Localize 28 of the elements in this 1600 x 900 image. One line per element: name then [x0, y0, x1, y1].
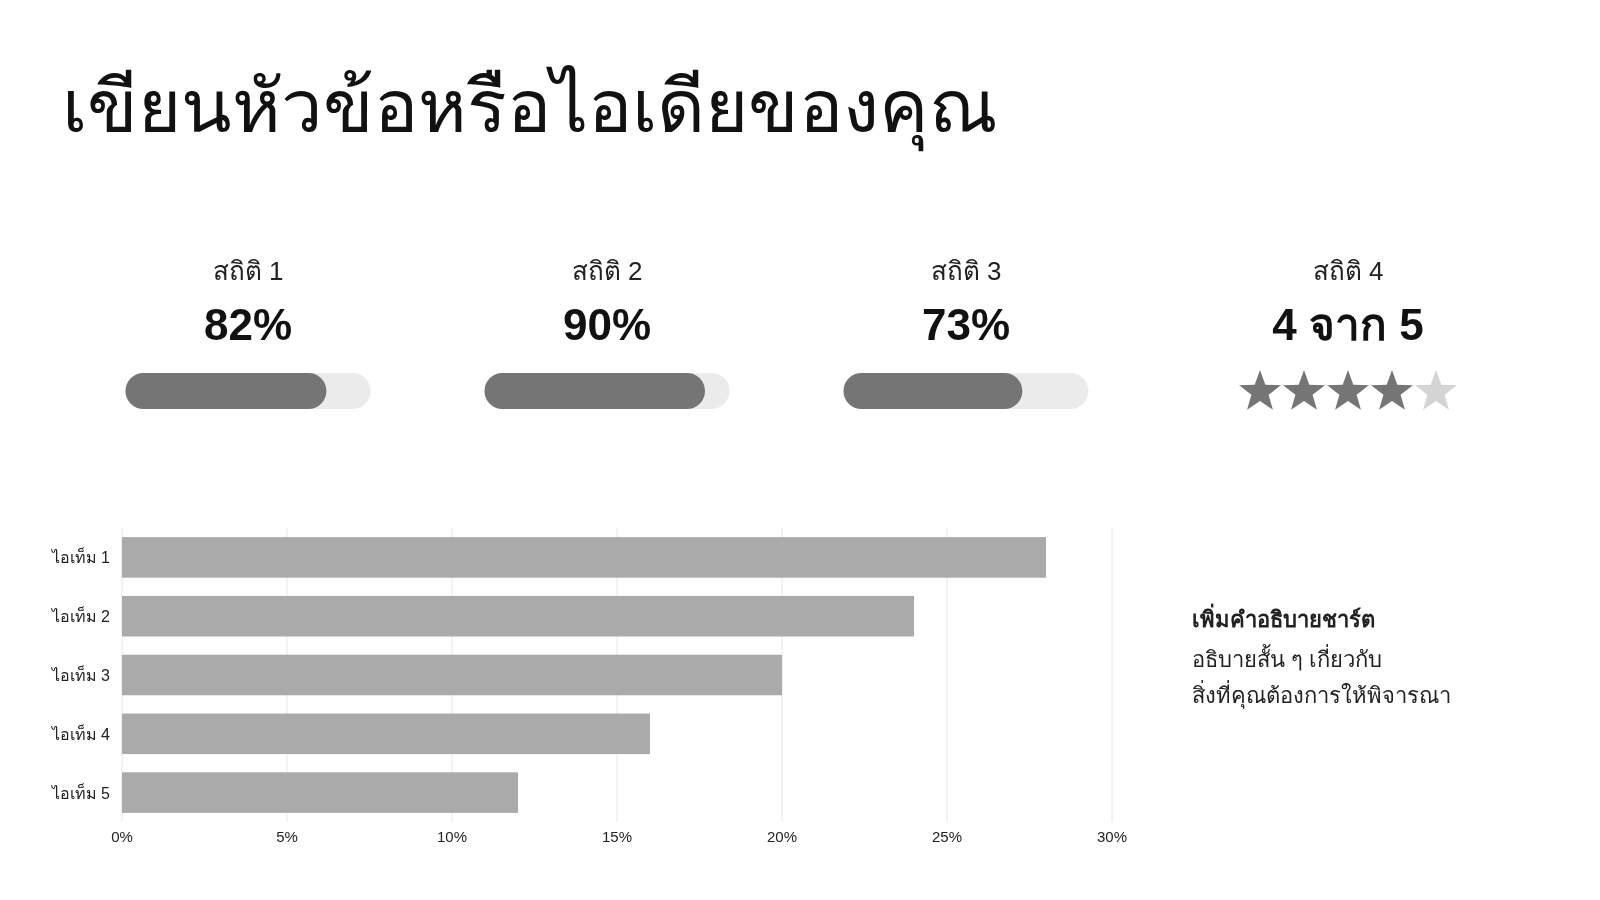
- x-tick-label: 0%: [111, 828, 133, 845]
- x-tick-label: 5%: [276, 828, 298, 845]
- data-label: 82%: [203, 300, 293, 349]
- text: เพิ่มคำอธิบายชาร์ต: [1192, 603, 1375, 632]
- y-tick-label: ไอเท็ม 3: [49, 665, 111, 684]
- category-label: สถิติ 4: [1312, 256, 1384, 286]
- x-tick-label: 10%: [436, 828, 468, 845]
- x-tick-label: 25%: [931, 828, 963, 845]
- bar: [122, 772, 518, 813]
- category-label: สถิติ 2: [571, 256, 643, 286]
- data-label: 73%: [921, 300, 1011, 349]
- bar: [122, 654, 782, 696]
- y-tick-label: ไอเท็ม 5: [49, 782, 111, 802]
- category-label: สถิติ 1: [212, 256, 284, 286]
- x-tick-label: 30%: [1096, 828, 1128, 845]
- x-tick-label: 15%: [601, 828, 633, 845]
- bar: [122, 537, 1046, 578]
- data-label: 4 จาก 5: [1272, 300, 1424, 349]
- category-label: สถิติ 3: [930, 256, 1002, 286]
- bar: [122, 595, 914, 637]
- data-label: 90%: [562, 300, 652, 349]
- y-tick-label: ไอเท็ม 1: [49, 547, 111, 567]
- x-tick-label: 20%: [766, 828, 798, 845]
- y-tick-label: ไอเท็ม 4: [49, 723, 111, 743]
- y-tick-label: ไอเท็ม 2: [49, 606, 111, 626]
- text: อธิบายสั้น ๆ เกี่ยวกับ สิ่งที่คุณต้องการให้พิจารณา: [1192, 644, 1451, 709]
- bar: [122, 713, 650, 755]
- text: เขียนหัวข้อหรือไอเดียของคุณ: [62, 65, 998, 152]
